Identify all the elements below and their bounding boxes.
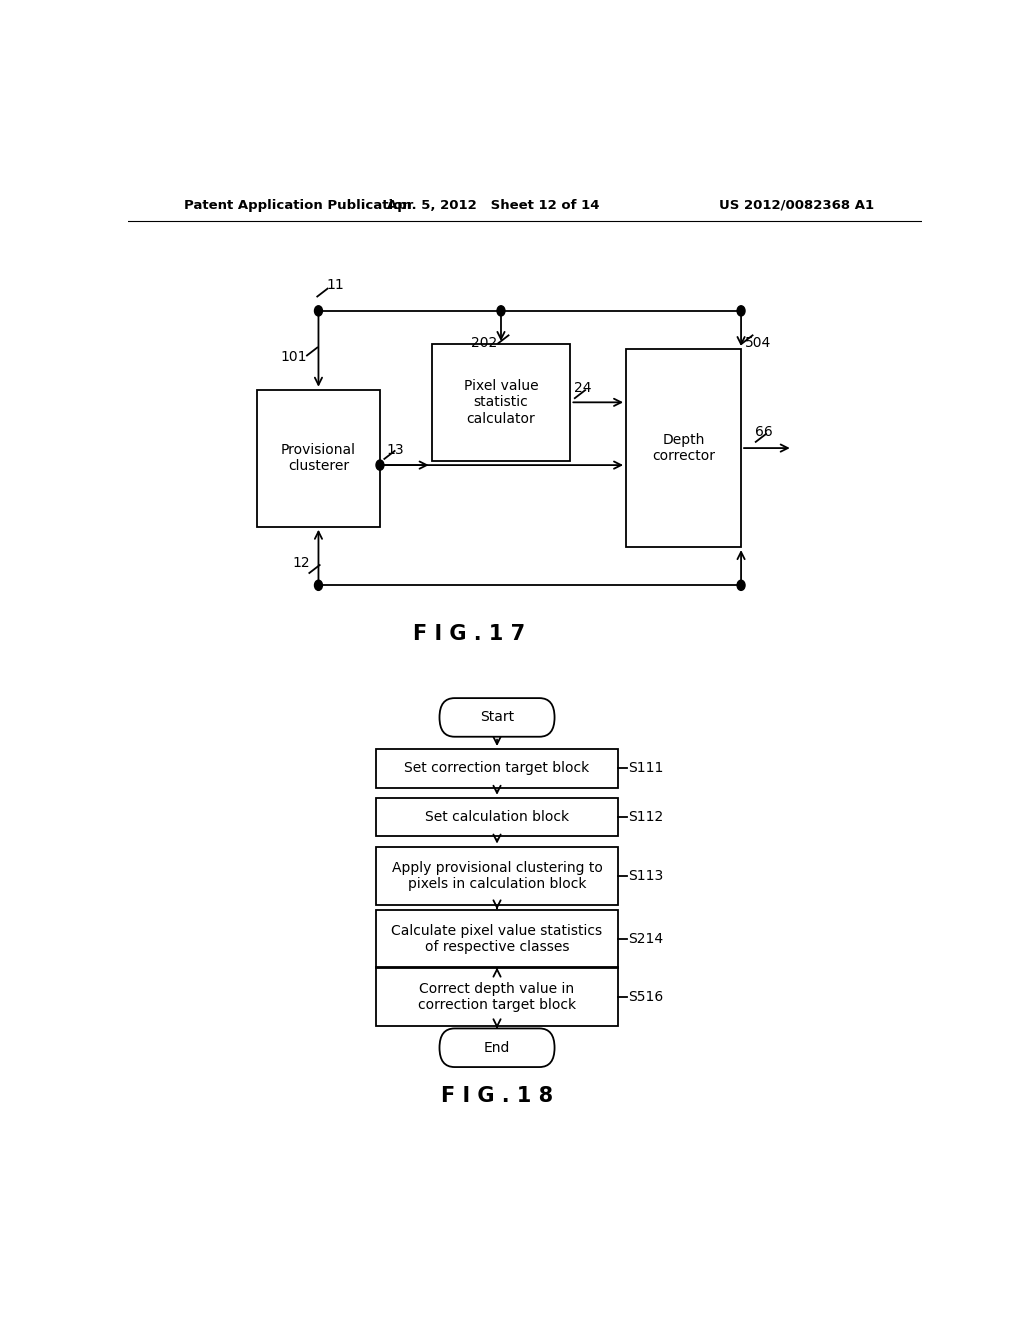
Text: S112: S112 — [629, 810, 664, 824]
Text: 66: 66 — [756, 425, 773, 438]
Bar — [431, 345, 570, 461]
Circle shape — [497, 306, 505, 315]
Bar — [376, 968, 618, 1027]
Text: F I G . 1 7: F I G . 1 7 — [414, 624, 525, 644]
Text: Correct depth value in
correction target block: Correct depth value in correction target… — [418, 982, 577, 1012]
Text: Apply provisional clustering to
pixels in calculation block: Apply provisional clustering to pixels i… — [391, 861, 602, 891]
Text: S111: S111 — [629, 762, 664, 775]
Circle shape — [314, 581, 323, 590]
Text: 202: 202 — [471, 337, 497, 350]
Text: 13: 13 — [386, 442, 403, 457]
Text: End: End — [483, 1040, 510, 1055]
Text: Depth
corrector: Depth corrector — [652, 433, 715, 463]
Text: S214: S214 — [629, 932, 664, 946]
Bar — [626, 348, 741, 548]
Circle shape — [376, 459, 384, 470]
Bar — [376, 748, 618, 788]
Text: US 2012/0082368 A1: US 2012/0082368 A1 — [719, 198, 873, 211]
Bar — [376, 846, 618, 906]
Text: Pixel value
statistic
calculator: Pixel value statistic calculator — [464, 379, 539, 425]
Circle shape — [737, 581, 745, 590]
Text: S113: S113 — [629, 869, 664, 883]
Circle shape — [737, 306, 745, 315]
Text: Calculate pixel value statistics
of respective classes: Calculate pixel value statistics of resp… — [391, 924, 602, 954]
Text: Patent Application Publication: Patent Application Publication — [183, 198, 412, 211]
Text: F I G . 1 8: F I G . 1 8 — [441, 1085, 553, 1106]
Text: Apr. 5, 2012   Sheet 12 of 14: Apr. 5, 2012 Sheet 12 of 14 — [387, 198, 599, 211]
Text: Start: Start — [480, 710, 514, 725]
Text: 11: 11 — [327, 279, 344, 293]
Text: Provisional
clusterer: Provisional clusterer — [281, 444, 356, 474]
Text: S516: S516 — [629, 990, 664, 1005]
Bar — [376, 909, 618, 969]
Text: 24: 24 — [574, 381, 592, 395]
Text: Set calculation block: Set calculation block — [425, 810, 569, 824]
Text: 101: 101 — [280, 350, 306, 363]
Bar — [257, 389, 380, 527]
Circle shape — [314, 306, 323, 315]
Text: Set correction target block: Set correction target block — [404, 762, 590, 775]
Text: 504: 504 — [745, 337, 771, 350]
Text: 12: 12 — [293, 556, 310, 570]
Bar — [376, 797, 618, 837]
